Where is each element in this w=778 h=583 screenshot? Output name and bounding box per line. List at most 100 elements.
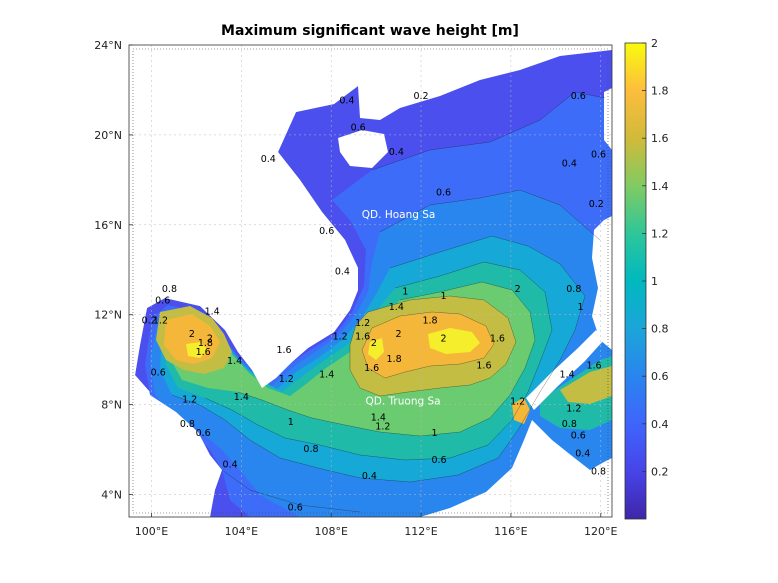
contour-label: 2	[515, 284, 521, 295]
colorbar-tick-label: 1.6	[651, 132, 669, 145]
y-tick-label: 16°N	[94, 219, 122, 232]
colorbar-tick-label: 0.8	[651, 323, 669, 336]
contour-label: 0.4	[261, 154, 276, 165]
x-tick-label: 120°E	[584, 525, 617, 538]
map-area: 0.2 0.4 0.6 0.4 0.4 0.6 0.6 0.6 0.6 0.4 0.2 0.4 1 1 1.…	[129, 45, 612, 517]
contour-label: 0.8	[162, 284, 177, 295]
contour-label: 0.4	[389, 147, 404, 158]
contour-label: 0.6	[196, 428, 211, 439]
colorbar-tick-label: 1.2	[651, 227, 669, 240]
contour-label: 0.6	[571, 430, 586, 441]
contour-label: 0.6	[155, 295, 170, 306]
contour-label: 1.4	[234, 392, 249, 403]
x-tick-label: 100°E	[135, 525, 168, 538]
contour-label: 0.6	[436, 188, 451, 199]
contour-label: 1	[432, 428, 438, 439]
contour-label: 2	[440, 334, 446, 345]
place-label: QD. Hoang Sa	[362, 209, 436, 221]
contour-label: 1.6	[490, 334, 505, 345]
contour-label: 0.8	[566, 284, 581, 295]
contour-label: 2	[371, 338, 377, 349]
colorbar-tick-label: 2	[651, 37, 658, 50]
contour-label: 2	[189, 329, 195, 340]
x-axis: 100°E 104°E 108°E 112°E 116°E 120°E	[135, 513, 618, 538]
contour-label: 1.2	[510, 397, 525, 408]
contour-label: 0.8	[562, 419, 577, 430]
contour-label: 1	[288, 417, 294, 428]
contour-label: 0.8	[180, 419, 195, 430]
contour-label: 1.6	[276, 345, 291, 356]
colorbar-tick-label: 1	[651, 275, 658, 288]
contour-label: 1.8	[422, 316, 437, 327]
contour-label: 1.8	[198, 338, 213, 349]
contour-label: 0.6	[151, 367, 166, 378]
contour-label: 1.4	[371, 412, 386, 423]
x-tick-label: 108°E	[314, 525, 347, 538]
land-philippines	[592, 216, 612, 350]
contour-label: 1	[402, 286, 408, 297]
contour-label: 2	[396, 329, 402, 340]
contour-label: 0.6	[571, 91, 586, 102]
colorbar-tick-label: 0.4	[651, 418, 669, 431]
contour-label: 0.8	[591, 466, 606, 477]
contour-label: 0.8	[303, 444, 318, 455]
contour-label: 1.2	[566, 403, 581, 414]
x-tick-label: 116°E	[494, 525, 527, 538]
land-hainan	[338, 130, 388, 168]
contour-label: 1.2	[375, 421, 390, 432]
contour-label: 0.4	[223, 460, 238, 471]
x-tick-label: 112°E	[404, 525, 437, 538]
place-label: QD. Truong Sa	[366, 396, 441, 408]
contour-label: 1.4	[205, 307, 220, 318]
contour-label: 0.4	[575, 448, 590, 459]
contour-label: 0.6	[351, 122, 366, 133]
contour-label: 0.6	[431, 455, 446, 466]
contour-label: 1.2	[182, 394, 197, 405]
y-tick-label: 12°N	[94, 309, 122, 322]
contour-label: 0.6	[591, 149, 606, 160]
contour-label: 0.2	[589, 199, 604, 210]
sulu-1.6	[560, 366, 612, 404]
land-china-south	[358, 45, 612, 120]
contour-label: 1.4	[227, 356, 242, 367]
sea-level-2.0-b	[368, 338, 384, 360]
contour-label-layer: 0.2 0.4 0.6 0.4 0.4 0.6 0.6 0.6 0.6 0.4 0.2 0.4 1 1 1.…	[142, 91, 606, 513]
x-tick-label: 104°E	[225, 525, 258, 538]
map-border	[132, 48, 609, 514]
contour-label: 1.6	[196, 347, 211, 358]
contour-label: 0.6	[319, 226, 334, 237]
contour-label: 1.6	[586, 361, 601, 372]
place-label-layer: QD. Hoang Sa QD. Truong Sa	[362, 209, 441, 408]
contour-label: 1	[578, 302, 584, 313]
land-malay	[129, 380, 222, 517]
sea-level-1.8	[362, 312, 494, 378]
colorbar-tick-label: 0.6	[651, 370, 669, 383]
contour-label: 1.4	[560, 370, 575, 381]
y-axis: 4°N 8°N 12°N 16°N 20°N 24°N	[94, 39, 133, 502]
land-indochina	[129, 45, 358, 388]
contour-label: 1.6	[355, 331, 370, 342]
contour-label: 0.4	[339, 95, 354, 106]
contour-label: 0.6	[288, 502, 303, 513]
contour-label: 2	[207, 334, 213, 345]
sea-level-2.0-a	[428, 328, 480, 354]
contour-label: 1.6	[364, 363, 379, 374]
chart-title: Maximum significant wave height [m]	[221, 23, 519, 39]
colorbar-tick-label: 0.2	[651, 465, 669, 478]
axes-frame	[128, 44, 613, 518]
y-tick-label: 4°N	[101, 489, 122, 502]
contour-label: 1.2	[333, 331, 348, 342]
contour-label: 0.2	[142, 316, 157, 327]
contour-label: 0.4	[562, 158, 577, 169]
contour-label: 1.4	[389, 302, 404, 313]
y-tick-label: 8°N	[101, 399, 122, 412]
contour-label: 1.6	[476, 361, 491, 372]
y-tick-label: 24°N	[94, 39, 122, 52]
land-palawan	[526, 330, 604, 410]
colorbar-ticks: 0.2 0.4 0.6 0.8 1 1.2 1.4 1.6 1.8 2	[642, 37, 669, 478]
contour-label: 1.2	[153, 316, 168, 327]
contour-lines	[171, 91, 606, 513]
land-taiwan	[604, 88, 612, 150]
contour-label: 0.2	[413, 91, 428, 102]
